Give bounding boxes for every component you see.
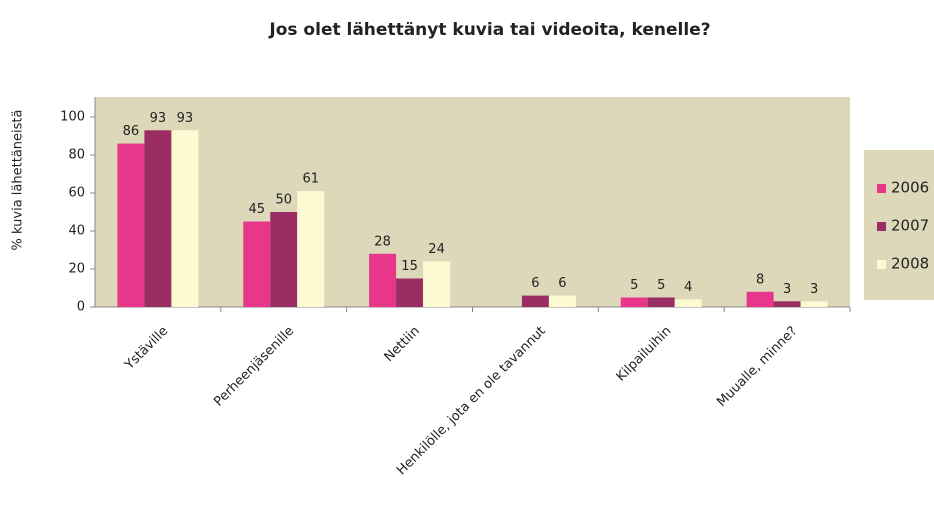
- data-label: 3: [783, 282, 791, 297]
- y-tick-label: 60: [68, 186, 85, 201]
- bar: [396, 278, 424, 307]
- bar: [171, 130, 199, 307]
- bar: [647, 297, 675, 307]
- bar: [773, 301, 801, 307]
- bar: [270, 212, 298, 307]
- y-axis-label: % kuvia lähettäneistä: [11, 110, 26, 251]
- bar: [521, 295, 549, 307]
- x-tick-label: Henkilölle, jota en ole tavannut: [394, 324, 549, 479]
- legend-label: 2007: [891, 217, 929, 235]
- data-label: 5: [657, 278, 665, 293]
- legend-label: 2006: [891, 179, 929, 197]
- data-label: 50: [275, 193, 292, 208]
- data-label: 15: [401, 259, 418, 274]
- data-label: 61: [302, 172, 319, 187]
- legend-swatch: [877, 260, 886, 269]
- x-tick-label: Muualle, minne?: [714, 324, 800, 410]
- data-label: 4: [684, 280, 692, 295]
- y-tick-label: 20: [68, 262, 85, 277]
- x-tick-label: Perheenjäsenille: [211, 324, 297, 410]
- bar: [117, 143, 145, 307]
- bar: [423, 261, 451, 307]
- chart-title: Jos olet lähettänyt kuvia tai videoita, …: [268, 20, 710, 40]
- data-label: 93: [177, 111, 194, 126]
- y-tick-label: 40: [68, 224, 85, 239]
- plot-area: [95, 97, 850, 307]
- y-tick-label: 80: [68, 148, 85, 163]
- data-label: 3: [810, 282, 818, 297]
- bar: [620, 297, 648, 307]
- data-label: 86: [123, 124, 140, 139]
- bar: [243, 221, 271, 307]
- data-label: 8: [756, 272, 764, 287]
- bar: [144, 130, 172, 307]
- data-label: 5: [630, 278, 638, 293]
- data-label: 6: [531, 276, 539, 291]
- legend-label: 2008: [891, 255, 929, 273]
- legend-swatch: [877, 184, 886, 193]
- x-tick-label: Nettiin: [382, 324, 423, 365]
- data-label: 24: [428, 242, 445, 257]
- data-label: 6: [558, 276, 566, 291]
- x-tick-label: Kilpailuihin: [614, 324, 675, 385]
- bar: [674, 299, 702, 307]
- y-tick-label: 100: [60, 110, 85, 125]
- bar: [297, 191, 325, 307]
- legend-swatch: [877, 222, 886, 231]
- data-label: 93: [150, 111, 167, 126]
- data-label: 28: [374, 234, 391, 249]
- x-tick-label: Ystäville: [122, 324, 172, 374]
- legend-box: [864, 150, 934, 300]
- y-tick-label: 0: [77, 300, 85, 315]
- bar: [800, 301, 828, 307]
- bar: [746, 291, 774, 307]
- bar: [548, 295, 576, 307]
- data-label: 45: [248, 202, 265, 217]
- bar: [369, 253, 397, 307]
